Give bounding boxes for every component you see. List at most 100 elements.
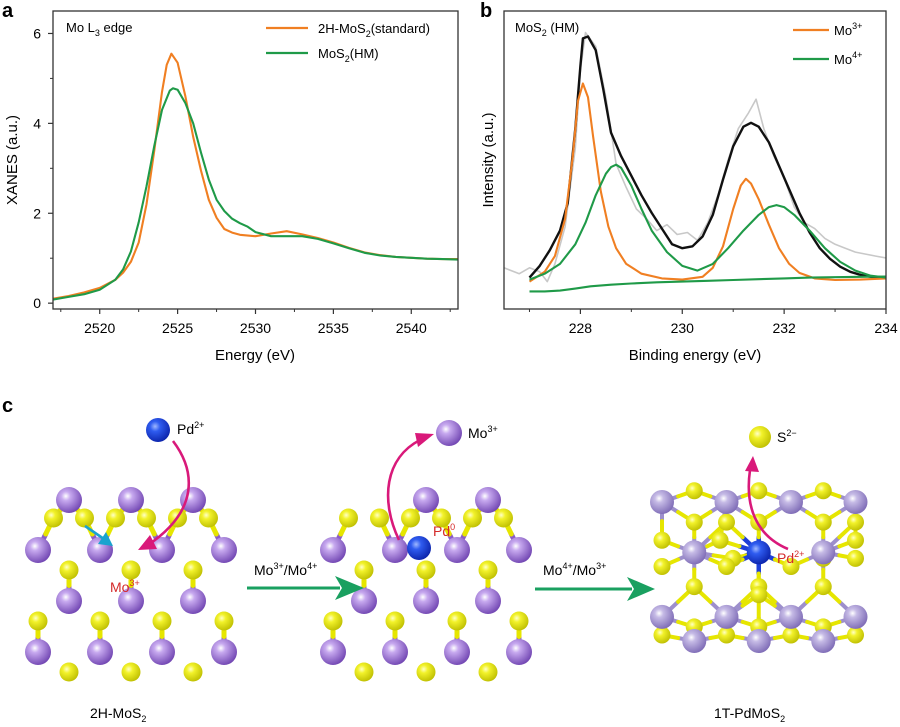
mo-atom xyxy=(779,490,803,514)
s-atom xyxy=(106,508,125,528)
x-tick-label: 232 xyxy=(772,320,796,336)
mo-atom xyxy=(118,487,144,513)
pd2-ion-atom xyxy=(146,418,170,442)
mo-atom xyxy=(413,487,439,513)
s-atom xyxy=(339,508,358,528)
panel-c-scheme: c Pd2+ Mo3+ 2H-MoS2 Mo3+/Mo4+ Mo3+ Pd0 M… xyxy=(2,395,868,724)
mo-atom xyxy=(682,540,707,565)
series-line-background xyxy=(529,275,886,293)
released-mo3-atom xyxy=(436,420,462,446)
released-s2-atom xyxy=(749,426,771,448)
s-atom xyxy=(718,513,735,531)
mo-atom xyxy=(650,490,674,514)
mo-atom xyxy=(811,540,836,565)
mo-atom xyxy=(56,487,82,513)
plot-area: 228 230 232 234 xyxy=(503,10,898,336)
s-atom xyxy=(847,549,864,567)
vacancy-pointer-arrowhead xyxy=(98,532,113,546)
axes-frame xyxy=(503,10,887,310)
panel-label-a: a xyxy=(2,0,14,22)
s-atom xyxy=(718,557,735,575)
stage-label-1t-pdmos2: 1T-PdMoS2 xyxy=(714,705,785,724)
x-tick-label: 228 xyxy=(569,320,593,336)
mo-atom xyxy=(779,604,803,629)
mo-atom xyxy=(25,639,51,665)
s-atom xyxy=(750,513,768,531)
s-atom xyxy=(137,508,156,528)
mo-release-arrow xyxy=(386,438,421,541)
s-atom xyxy=(685,482,703,500)
s-atom xyxy=(354,560,374,580)
s-atom xyxy=(782,626,800,644)
s-atom xyxy=(447,611,467,631)
arrow-label-mo3-mo4: Mo3+/Mo4+ xyxy=(254,561,317,578)
pd2-site-label: Pd2+ xyxy=(777,549,804,566)
stage-label-2h-mos2: 2H-MoS2 xyxy=(90,705,146,724)
plot-area: 2520 2525 2530 2535 2540 0 2 4 6 xyxy=(33,10,459,336)
s-atom xyxy=(711,531,729,549)
s-atom xyxy=(214,611,234,631)
s-release-arrowhead xyxy=(745,456,759,472)
mo3-site-label: Mo3+ xyxy=(110,578,140,595)
mo-atom xyxy=(180,588,206,614)
s-atom xyxy=(478,662,498,682)
mo-atom xyxy=(746,629,771,654)
pd-approach-arrowhead xyxy=(138,535,157,550)
panel-label-b: b xyxy=(480,0,492,22)
mo-atom xyxy=(843,604,868,629)
s-atom xyxy=(59,560,79,580)
y-tick-label: 2 xyxy=(33,205,41,221)
panel-label-c: c xyxy=(2,395,13,417)
mo-atom xyxy=(56,588,82,614)
s-atom xyxy=(814,578,832,596)
mo-atom xyxy=(714,490,739,514)
pd-atom xyxy=(746,540,771,565)
panel-a-xanes-chart: a 2520 2525 2530 2535 2540 0 2 4 6 Mo L3 edge 2H… xyxy=(2,0,459,364)
s-atom xyxy=(494,508,513,528)
s-atom xyxy=(416,560,436,580)
mo-atom xyxy=(180,487,206,513)
annotation-mos2-hm: MoS2 (HM) xyxy=(515,20,579,38)
s-atom xyxy=(28,611,48,631)
structure-1t-pdmos2 xyxy=(650,482,868,654)
x-tick-label: 2520 xyxy=(84,320,115,336)
s-atom xyxy=(847,626,864,644)
mo-atom xyxy=(682,629,707,654)
s-atom xyxy=(121,662,141,682)
pd2-ion-label: Pd2+ xyxy=(177,420,204,437)
reaction-arrow-2-head xyxy=(627,577,655,601)
mo-atom xyxy=(475,588,501,614)
mo-atom xyxy=(351,588,377,614)
pd0-label: Pd0 xyxy=(433,522,455,539)
released-s2-label: S2− xyxy=(777,428,797,445)
mo-atom xyxy=(714,604,739,629)
x-tick-label: 230 xyxy=(671,320,695,336)
arrow-label-mo4-mo3: Mo4+/Mo3+ xyxy=(543,561,606,578)
series-line-envelope xyxy=(528,35,886,280)
s-atom xyxy=(199,508,218,528)
s-atom xyxy=(354,662,374,682)
x-tick-label: 2535 xyxy=(318,320,349,336)
pd-approach-arrow xyxy=(147,440,191,547)
s-atom xyxy=(183,560,203,580)
s-atom xyxy=(653,557,671,575)
legend-label-mo4: Mo4+ xyxy=(834,50,862,67)
s-atom xyxy=(44,508,63,528)
structure-2h-mos2 xyxy=(25,487,237,682)
legend-label-mo3: Mo3+ xyxy=(834,21,862,38)
mo-atom xyxy=(382,639,408,665)
x-tick-label: 2530 xyxy=(240,320,271,336)
y-tick-label: 4 xyxy=(33,115,41,131)
s-atom xyxy=(121,560,141,580)
s-atom xyxy=(432,508,451,528)
s-atom xyxy=(152,611,172,631)
s-atom xyxy=(478,560,498,580)
s-atom xyxy=(847,531,864,549)
legend-label-mos2-hm: MoS2(HM) xyxy=(318,46,379,64)
s-atom xyxy=(509,611,529,631)
mo-atom xyxy=(811,629,836,654)
vacancy-pointer-arrow xyxy=(84,524,105,541)
x-axis-label: Binding energy (eV) xyxy=(629,347,762,364)
s-atom xyxy=(59,662,79,682)
